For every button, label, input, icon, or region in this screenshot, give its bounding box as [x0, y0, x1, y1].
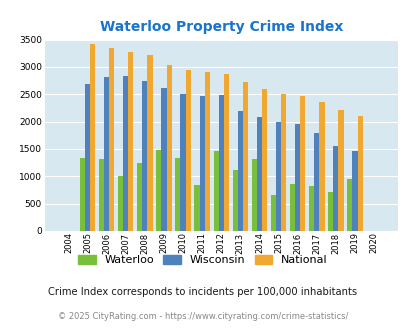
Text: © 2025 CityRating.com - https://www.cityrating.com/crime-statistics/: © 2025 CityRating.com - https://www.city…	[58, 312, 347, 321]
Bar	[352, 150, 357, 231]
Bar	[237, 111, 242, 231]
Bar	[300, 96, 305, 231]
Bar	[104, 77, 109, 231]
Bar	[99, 159, 104, 231]
Bar	[185, 70, 190, 231]
Bar	[166, 65, 171, 231]
Bar	[251, 159, 256, 231]
Bar	[333, 146, 338, 231]
Legend: Waterloo, Wisconsin, National: Waterloo, Wisconsin, National	[75, 251, 330, 269]
Text: Crime Index corresponds to incidents per 100,000 inhabitants: Crime Index corresponds to incidents per…	[48, 287, 357, 297]
Bar	[175, 158, 180, 231]
Bar	[147, 55, 152, 231]
Bar	[142, 81, 147, 231]
Bar	[223, 74, 228, 231]
Bar	[289, 184, 294, 231]
Bar	[213, 150, 218, 231]
Bar	[338, 110, 343, 231]
Bar	[180, 94, 185, 231]
Bar	[232, 170, 237, 231]
Bar	[90, 44, 95, 231]
Bar	[218, 95, 223, 231]
Bar	[281, 94, 286, 231]
Bar	[128, 52, 133, 231]
Bar	[199, 96, 204, 231]
Bar	[194, 184, 199, 231]
Title: Waterloo Property Crime Index: Waterloo Property Crime Index	[99, 20, 342, 34]
Bar	[261, 89, 266, 231]
Bar	[346, 179, 352, 231]
Bar	[85, 84, 90, 231]
Bar	[313, 133, 319, 231]
Bar	[123, 76, 128, 231]
Bar	[80, 158, 85, 231]
Bar	[156, 149, 161, 231]
Bar	[270, 195, 275, 231]
Bar	[275, 122, 281, 231]
Bar	[109, 48, 114, 231]
Bar	[256, 117, 261, 231]
Bar	[357, 115, 362, 231]
Bar	[137, 163, 142, 231]
Bar	[204, 72, 209, 231]
Bar	[161, 88, 166, 231]
Bar	[319, 102, 324, 231]
Bar	[327, 192, 333, 231]
Bar	[242, 82, 247, 231]
Bar	[308, 186, 313, 231]
Bar	[118, 176, 123, 231]
Bar	[294, 124, 300, 231]
